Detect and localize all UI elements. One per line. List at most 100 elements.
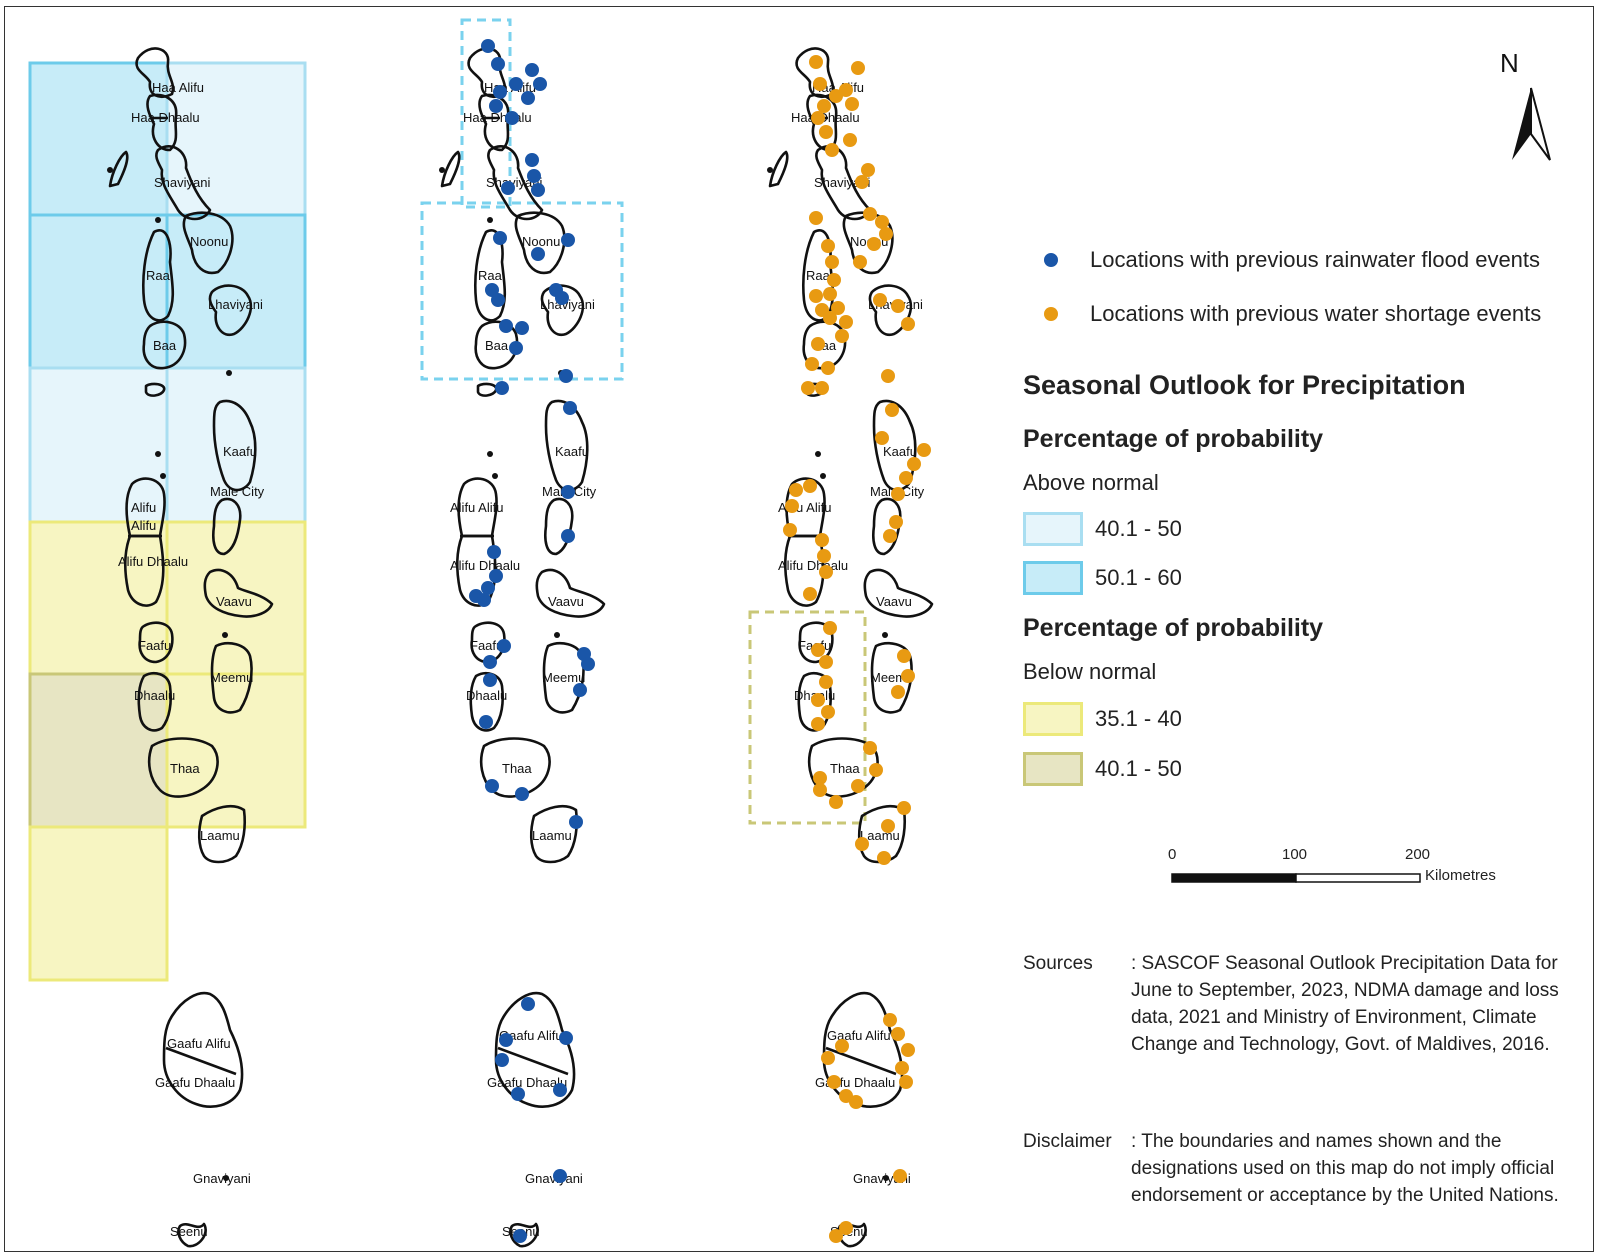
flood-event-dot [487, 545, 501, 559]
legend-item-shortage: Locations with previous water shortage e… [1020, 294, 1595, 334]
flood-event-dot [559, 1031, 573, 1045]
flood-event-dot [483, 673, 497, 687]
atoll-label: Lhaviyani [540, 297, 595, 312]
atoll-label: Faafu [470, 638, 503, 653]
class-label: 50.1 - 60 [1095, 565, 1182, 590]
legend-title: Seasonal Outlook for Precipitation [1023, 370, 1466, 400]
flood-event-dot [569, 815, 583, 829]
atoll-label: Thaa [830, 761, 860, 776]
shortage-event-dot [827, 273, 841, 287]
shortage-event-dot [851, 779, 865, 793]
shortage-event-dot [803, 587, 817, 601]
atoll-label: Raa [146, 268, 171, 283]
flood-event-dot [559, 369, 573, 383]
atoll-label: Noonu [522, 234, 560, 249]
atoll-outline-thaa [479, 737, 551, 798]
atoll-outline-lhaviyani [868, 284, 913, 337]
atoll-label: Gaafu Alifu [827, 1028, 891, 1043]
atoll-outline-seenu [509, 1222, 539, 1248]
flood-event-dot [501, 181, 515, 195]
flood-event-dot [509, 341, 523, 355]
flood-event-dot [533, 77, 547, 91]
shortage-event-dot [877, 851, 891, 865]
shortage-event-dot [851, 61, 865, 75]
flood-event-dot [509, 77, 523, 91]
shortage-event-dot [815, 533, 829, 547]
shortage-event-dot [811, 337, 825, 351]
swatch [1023, 752, 1083, 786]
flood-event-dot [553, 1169, 567, 1183]
flood-event-dot [485, 779, 499, 793]
legend-label: Locations with previous water shortage e… [1090, 301, 1542, 326]
flood-event-dot [491, 293, 505, 307]
atoll-outline-laamu [197, 804, 247, 864]
flood-event-dot [491, 57, 505, 71]
grid-cell-above-50-60 [28, 213, 169, 370]
atoll-label: Thaa [502, 761, 532, 776]
shortage-event-dot [817, 99, 831, 113]
islet-marker [160, 473, 166, 479]
atolls-panel-2 [439, 47, 606, 1248]
shortage-event-dot [819, 675, 833, 689]
atoll-outline-noonu [514, 211, 566, 275]
shortage-event-dot [853, 255, 867, 269]
shortage-event-dot [811, 717, 825, 731]
shortage-event-dot [881, 369, 895, 383]
shortage-event-dot [889, 515, 903, 529]
atoll-label: Kaafu [883, 444, 917, 459]
shortage-event-dot [879, 227, 893, 241]
sources-label: Sources [1023, 953, 1093, 974]
islet-marker [487, 451, 493, 457]
flood-event-dot [561, 233, 575, 247]
grid-cell-below-35-40 [28, 825, 169, 982]
shortage-event-dot [827, 1075, 841, 1089]
shortage-event-dot [917, 443, 931, 457]
shortage-event-dot [829, 89, 843, 103]
shortage-event-dot [891, 685, 905, 699]
flood-event-dot [493, 231, 507, 245]
highlight-box-central [420, 201, 624, 381]
islet-marker [492, 473, 498, 479]
flood-event-dot [489, 569, 503, 583]
atoll-outline-vaavu [203, 568, 274, 618]
flood-event-dot [499, 319, 513, 333]
atoll-outline-faafu [138, 621, 174, 664]
atoll-outline-laamu [529, 804, 579, 864]
islet-marker [487, 217, 493, 223]
swatch [1023, 561, 1083, 595]
atoll-label: Seenu [170, 1224, 208, 1239]
shortage-dot-icon [1044, 307, 1058, 321]
shortage-event-dot [899, 471, 913, 485]
shortage-event-dots [783, 55, 931, 1243]
atoll-outline-gaafu [162, 991, 244, 1108]
shortage-event-dot [875, 215, 889, 229]
atoll-outline-shaviyani [487, 145, 544, 221]
atoll-label: Gaafu Alifu [167, 1036, 231, 1051]
north-arrow-icon [1512, 87, 1551, 161]
shortage-event-dot [813, 783, 827, 797]
shortage-event-dot [901, 317, 915, 331]
legend-heading-above: Percentage of probability [1023, 425, 1324, 453]
atoll-outline-haa-dhaalu [478, 93, 510, 152]
atoll-label: Laamu [200, 828, 240, 843]
flood-event-dot [531, 183, 545, 197]
flood-event-dot [493, 85, 507, 99]
atoll-outline-vaavu [535, 568, 606, 618]
shortage-event-dot [891, 1027, 905, 1041]
atoll-outline-shaviyani [155, 145, 212, 221]
shortage-event-dot [907, 457, 921, 471]
shortage-event-dot [839, 1221, 853, 1235]
atoll-outline-noonu [182, 211, 234, 275]
atoll-outline-goidhoo [476, 382, 498, 397]
atoll-label: Gaafu Dhaalu [155, 1075, 235, 1090]
atoll-outline-dhaalu [137, 672, 173, 732]
flood-event-dot [477, 593, 491, 607]
legend-label: Locations with previous rainwater flood … [1090, 247, 1541, 272]
shortage-event-dot [821, 239, 835, 253]
atoll-label: Thaa [170, 761, 200, 776]
atoll-outline-shaviyani [815, 145, 872, 221]
shortage-event-dot [819, 565, 833, 579]
shortage-event-dot [823, 621, 837, 635]
atoll-label: Gnaviyani [193, 1171, 251, 1186]
